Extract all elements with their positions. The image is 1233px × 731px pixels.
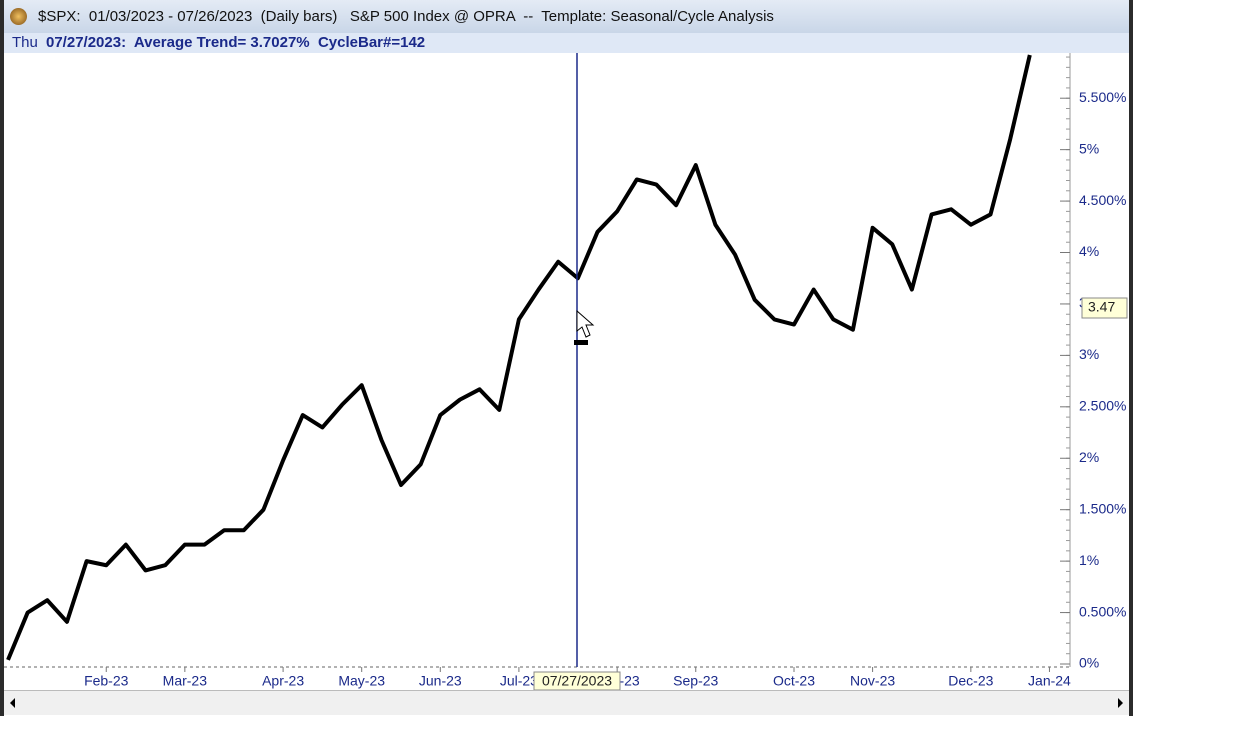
x-tick-label: May-23 <box>338 673 385 689</box>
y-tick-label: 3% <box>1079 346 1099 362</box>
info-bar: Thu 07/27/2023: Average Trend= 3.7027% Cy… <box>4 33 1129 53</box>
x-tick-label: Oct-23 <box>773 673 815 689</box>
window: $SPX: 01/03/2023 - 07/26/2023 (Daily bar… <box>0 0 1133 716</box>
cursor-date: 07/27/2023 <box>542 673 612 689</box>
app-icon <box>10 8 27 25</box>
y-tick-label: 4.500% <box>1079 192 1126 208</box>
mouse-cursor <box>576 309 595 338</box>
scroll-left[interactable] <box>10 698 15 708</box>
x-tick-label: Jul-23 <box>500 673 538 689</box>
y-tick-label: 1% <box>1079 552 1099 568</box>
y-tick-label: 4% <box>1079 243 1099 259</box>
title-bar: $SPX: 01/03/2023 - 07/26/2023 (Daily bar… <box>4 0 1129 33</box>
price-label: 3.47 <box>1088 299 1115 315</box>
x-tick-label: Jan-24 <box>1028 673 1071 689</box>
mouse-cursor-base <box>574 340 588 345</box>
y-tick-label: 0% <box>1079 655 1099 671</box>
chart: 0%0.500%1%1.500%2%2.500%3%3.500%4%4.500%… <box>4 53 1128 690</box>
scroll-arrows <box>10 698 1123 708</box>
x-tick-label: Feb-23 <box>84 673 129 689</box>
y-tick-label: 2.500% <box>1079 398 1126 414</box>
cursor-date-box <box>533 671 621 690</box>
x-tick-label: Apr-23 <box>262 673 304 689</box>
x-tick-label: Jun-23 <box>419 673 462 689</box>
y-tick-label: 1.500% <box>1079 500 1126 516</box>
y-tick-label: 5.500% <box>1079 89 1126 105</box>
y-tick-label: 0.500% <box>1079 603 1126 619</box>
x-tick-label: Dec-23 <box>948 673 993 689</box>
line <box>6 54 1032 661</box>
scroll-right[interactable] <box>1118 698 1123 708</box>
y-tick-label: 2% <box>1079 449 1099 465</box>
price-label-box <box>1081 297 1128 319</box>
x-tick-label: Nov-23 <box>850 673 895 689</box>
cursor-day: Thu <box>12 34 38 51</box>
chart-title: $SPX: 01/03/2023 - 07/26/2023 (Daily bar… <box>38 8 774 25</box>
x-tick-label: Sep-23 <box>673 673 718 689</box>
y-tick-label: 5% <box>1079 140 1099 156</box>
subtitle: 07/27/2023: Average Trend= 3.7027% Cycle… <box>46 34 426 51</box>
scrollbar[interactable] <box>4 690 1129 715</box>
x-tick-label: Mar-23 <box>163 673 208 689</box>
